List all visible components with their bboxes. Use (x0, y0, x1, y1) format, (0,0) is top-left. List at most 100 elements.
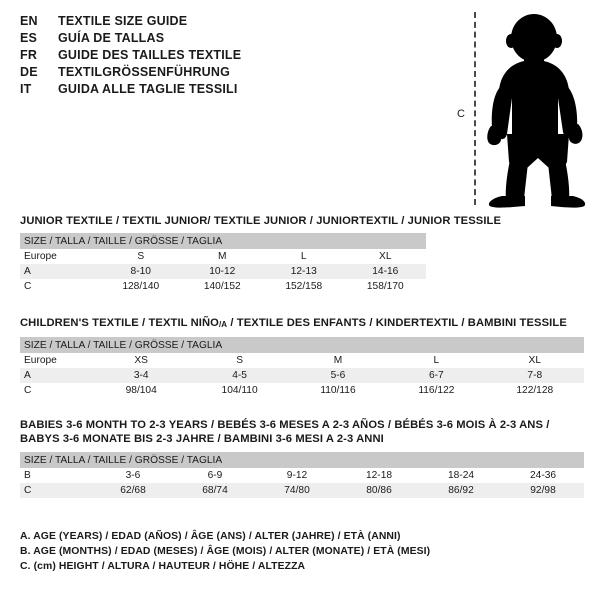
table-cell: 6-7 (387, 368, 486, 383)
language-row: DE TEXTILGRÖSSENFÜHRUNG (20, 64, 420, 81)
language-code: EN (20, 14, 38, 28)
table-cell: 6-9 (174, 468, 256, 483)
section-title: BABIES 3-6 MONTH TO 2-3 YEARS / BEBÉS 3-… (20, 418, 584, 446)
section-children-textile: CHILDREN'S TEXTILE / TEXTIL NIÑO/A / TEX… (20, 316, 584, 398)
language-code: FR (20, 48, 38, 62)
table-row: A 3-4 4-5 5-6 6-7 7-8 (20, 368, 584, 383)
language-row: IT GUIDA ALLE TAGLIE TESSILI (20, 81, 420, 98)
guide-title: GUIDA ALLE TAGLIE TESSILI (58, 82, 238, 96)
table-cell: 8-10 (100, 264, 182, 279)
table-cell: 128/140 (100, 279, 182, 294)
table-cell: M (181, 249, 263, 264)
language-row: EN TEXTILE SIZE GUIDE (20, 13, 420, 30)
language-code: IT (20, 82, 32, 96)
section-junior-textile: JUNIOR TEXTILE / TEXTIL JUNIOR/ TEXTILE … (20, 214, 501, 294)
table-cell: 98/104 (92, 383, 191, 398)
row-label: A (20, 264, 100, 279)
table-cell: 140/152 (181, 279, 263, 294)
table-row: C 98/104 104/110 110/116 116/122 122/128 (20, 383, 584, 398)
row-label: Europe (20, 249, 100, 264)
legend-line: B. AGE (MONTHS) / EDAD (MESES) / ÂGE (MO… (20, 546, 431, 557)
table-row: Europe S M L XL (20, 249, 427, 264)
section-title: CHILDREN'S TEXTILE / TEXTIL NIÑO/A / TEX… (20, 316, 584, 332)
band-header-label: SIZE / TALLA / TAILLE / GRÖSSE / TAGLIA (20, 233, 427, 249)
row-label: C (20, 483, 92, 498)
band-header-label: SIZE / TALLA / TAILLE / GRÖSSE / TAGLIA (20, 452, 585, 468)
legend-line: C. (cm) HEIGHT / ALTURA / HAUTEUR / HÖHE… (20, 561, 306, 572)
table-cell: 92/98 (502, 483, 585, 498)
table-cell: 86/92 (420, 483, 502, 498)
table-cell: 158/170 (344, 279, 427, 294)
table-cell: 24-36 (502, 468, 585, 483)
table-cell: S (190, 353, 289, 368)
row-label: B (20, 468, 92, 483)
table-cell: 3-6 (92, 468, 174, 483)
table-cell: L (387, 353, 486, 368)
table-cell: XL (485, 353, 584, 368)
table-row: C 128/140 140/152 152/158 158/170 (20, 279, 427, 294)
language-code: DE (20, 65, 38, 79)
size-table: SIZE / TALLA / TAILLE / GRÖSSE / TAGLIA E… (20, 337, 584, 398)
table-row: C 62/68 68/74 74/80 80/86 86/92 92/98 (20, 483, 585, 498)
language-row: ES GUÍA DE TALLAS (20, 30, 420, 47)
section-title-part: JUNIOR TEXTILE / TEXTIL JUNIOR/ TEXTILE … (20, 215, 502, 227)
row-label: C (20, 383, 92, 398)
legend-list: A. AGE (YEARS) / EDAD (AÑOS) / ÂGE (ANS)… (20, 529, 430, 574)
row-label: A (20, 368, 92, 383)
table-cell: 4-5 (190, 368, 289, 383)
table-cell: 7-8 (485, 368, 584, 383)
row-label: Europe (20, 353, 92, 368)
guide-title: GUÍA DE TALLAS (58, 31, 165, 45)
legend-line: A. AGE (YEARS) / EDAD (AÑOS) / ÂGE (ANS)… (20, 531, 401, 542)
section-title-part: CHILDREN'S TEXTILE / TEXTIL NIÑO (20, 317, 219, 329)
table-cell: 80/86 (338, 483, 420, 498)
table-band-header: SIZE / TALLA / TAILLE / GRÖSSE / TAGLIA (20, 233, 427, 249)
table-cell: 110/116 (288, 383, 388, 398)
language-title-list: EN TEXTILE SIZE GUIDE ES GUÍA DE TALLAS FR GU… (20, 13, 420, 98)
table-cell: 9-12 (256, 468, 338, 483)
table-cell: 18-24 (420, 468, 502, 483)
table-cell: M (288, 353, 388, 368)
table-row: Europe XS S M L XL (20, 353, 584, 368)
table-cell: 14-16 (344, 264, 427, 279)
table-row: A 8-10 10-12 12-13 14-16 (20, 264, 427, 279)
row-label: C (20, 279, 100, 294)
table-cell: L (263, 249, 345, 264)
section-title-part: BABIES 3-6 MONTH TO 2-3 YEARS / BEBÉS 3-… (20, 419, 550, 431)
height-measure-dashed-line (474, 12, 476, 205)
size-table: SIZE / TALLA / TAILLE / GRÖSSE / TAGLIA E… (20, 233, 427, 294)
guide-title: GUIDE DES TAILLES TEXTILE (58, 48, 242, 62)
table-cell: 122/128 (485, 383, 584, 398)
language-row: FR GUIDE DES TAILLES TEXTILE (20, 47, 420, 64)
table-band-header: SIZE / TALLA / TAILLE / GRÖSSE / TAGLIA (20, 337, 584, 353)
table-cell: 116/122 (387, 383, 486, 398)
section-title: JUNIOR TEXTILE / TEXTIL JUNIOR/ TEXTILE … (20, 214, 501, 228)
section-title-part: /A (218, 320, 228, 329)
table-cell: 62/68 (92, 483, 174, 498)
table-cell: 74/80 (256, 483, 338, 498)
table-cell: S (100, 249, 182, 264)
table-cell: XL (344, 249, 427, 264)
table-cell: 10-12 (181, 264, 263, 279)
table-cell: 3-4 (92, 368, 191, 383)
table-row: B 3-6 6-9 9-12 12-18 18-24 24-36 (20, 468, 585, 483)
section-title-part: BABYS 3-6 MONATE BIS 2-3 JAHRE / BAMBINI… (20, 433, 384, 445)
table-cell: 5-6 (288, 368, 388, 383)
table-cell: 12-13 (263, 264, 345, 279)
table-cell: XS (92, 353, 191, 368)
section-babies-textile: BABIES 3-6 MONTH TO 2-3 YEARS / BEBÉS 3-… (20, 418, 585, 498)
height-measure-label: C (457, 108, 465, 120)
table-cell: 104/110 (190, 383, 289, 398)
toddler-silhouette-icon (487, 14, 586, 208)
table-cell: 152/158 (263, 279, 345, 294)
table-cell: 12-18 (338, 468, 420, 483)
guide-title: TEXTILGRÖSSENFÜHRUNG (58, 65, 231, 79)
table-band-header: SIZE / TALLA / TAILLE / GRÖSSE / TAGLIA (20, 452, 585, 468)
guide-title: TEXTILE SIZE GUIDE (58, 14, 188, 28)
language-code: ES (20, 31, 38, 45)
band-header-label: SIZE / TALLA / TAILLE / GRÖSSE / TAGLIA (20, 337, 584, 353)
table-cell: 68/74 (174, 483, 256, 498)
size-reference-figure: C (455, 5, 600, 210)
section-title-part: / TEXTILE DES ENFANTS / KINDERTEXTIL / B… (227, 317, 567, 329)
size-table: SIZE / TALLA / TAILLE / GRÖSSE / TAGLIA B… (20, 452, 585, 498)
